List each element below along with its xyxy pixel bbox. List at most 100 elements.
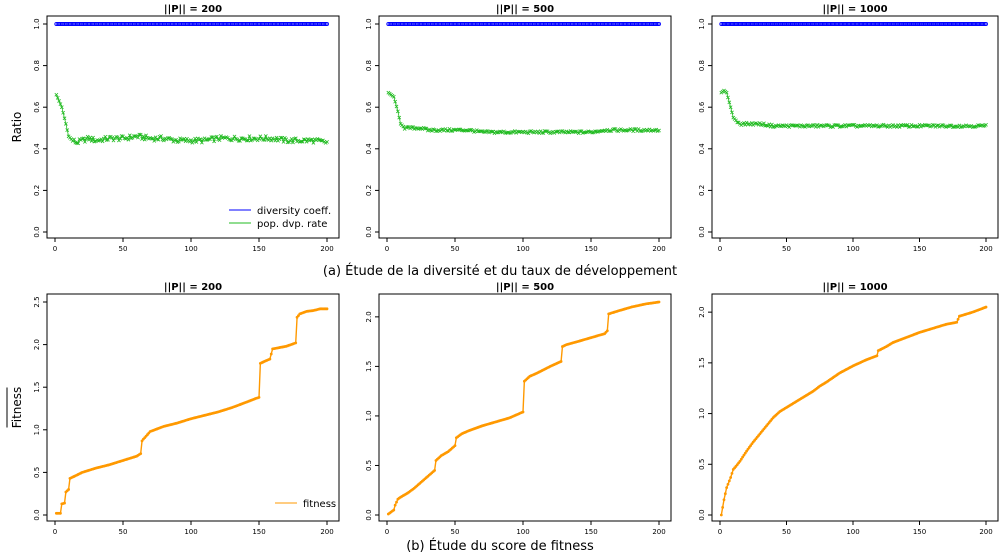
diversity-point bbox=[866, 21, 871, 26]
diversity-point bbox=[164, 21, 169, 26]
chart-title: ||P|| = 500 bbox=[496, 4, 554, 15]
diversity-point bbox=[150, 21, 155, 26]
diversity-point bbox=[239, 21, 244, 26]
y-tick-label: 1.0 bbox=[33, 424, 41, 435]
diversity-point bbox=[964, 21, 969, 26]
series-dvp-rate bbox=[54, 92, 329, 146]
diversity-point bbox=[467, 21, 472, 26]
diversity-point bbox=[741, 21, 746, 26]
diversity-point bbox=[795, 21, 800, 26]
dvp-rate-point bbox=[137, 132, 142, 137]
series-dvp-rate bbox=[386, 90, 661, 136]
dvp-rate-point bbox=[750, 121, 754, 125]
diversity-point bbox=[190, 21, 195, 26]
diversity-point bbox=[910, 21, 915, 26]
fitness-point bbox=[719, 513, 723, 517]
x-tick-label: 0 bbox=[53, 528, 57, 536]
dvp-rate-point bbox=[632, 127, 637, 131]
fitness-point bbox=[739, 457, 743, 461]
diversity-point bbox=[900, 21, 905, 26]
diversity-point bbox=[171, 21, 176, 26]
diversity-point bbox=[292, 21, 297, 26]
diversity-point bbox=[209, 21, 214, 26]
diversity-point bbox=[981, 21, 986, 26]
diversity-point bbox=[533, 21, 538, 26]
diversity-point bbox=[203, 21, 208, 26]
diversity-point bbox=[323, 21, 328, 26]
diversity-point bbox=[88, 21, 93, 26]
diversity-point bbox=[406, 21, 411, 26]
dvp-rate-point bbox=[945, 124, 950, 129]
diversity-point bbox=[427, 21, 432, 26]
diversity-point bbox=[808, 21, 813, 26]
dvp-rate-point bbox=[953, 124, 958, 129]
diversity-point bbox=[535, 21, 540, 26]
diversity-point bbox=[928, 21, 933, 26]
diversity-point bbox=[841, 21, 846, 26]
diversity-point bbox=[133, 21, 138, 26]
diversity-point bbox=[898, 21, 903, 26]
diversity-point bbox=[186, 21, 191, 26]
diversity-point bbox=[824, 21, 829, 26]
diversity-point bbox=[274, 21, 279, 26]
diversity-point bbox=[813, 21, 818, 26]
dvp-rate-point bbox=[950, 125, 955, 130]
diversity-point bbox=[625, 21, 630, 26]
diversity-point bbox=[104, 21, 109, 26]
diversity-point bbox=[428, 21, 433, 26]
diversity-point bbox=[780, 21, 785, 26]
diversity-point bbox=[420, 21, 425, 26]
dvp-rate-point bbox=[278, 135, 283, 140]
diversity-point bbox=[823, 21, 828, 26]
plot-area bbox=[54, 21, 329, 146]
diversity-point bbox=[240, 21, 245, 26]
diversity-point bbox=[984, 21, 989, 26]
diversity-point bbox=[61, 21, 66, 26]
diversity-point bbox=[273, 21, 278, 26]
chart-title: ||P|| = 200 bbox=[164, 4, 222, 15]
dvp-rate-point bbox=[284, 137, 289, 142]
diversity-point bbox=[901, 21, 906, 26]
diversity-point bbox=[752, 21, 757, 26]
diversity-point bbox=[917, 21, 922, 26]
diversity-point bbox=[221, 21, 226, 26]
diversity-point bbox=[874, 21, 879, 26]
fitness-point bbox=[433, 469, 436, 472]
diversity-point bbox=[82, 21, 87, 26]
dvp-rate-point bbox=[413, 126, 418, 130]
diversity-point bbox=[612, 21, 617, 26]
x-tick-label: 100 bbox=[846, 245, 859, 253]
dvp-rate-point bbox=[517, 129, 521, 134]
diversity-point bbox=[267, 21, 272, 26]
dvp-rate-point bbox=[141, 134, 146, 139]
dvp-rate-point bbox=[593, 129, 597, 134]
diversity-point bbox=[529, 21, 534, 26]
diversity-point bbox=[946, 21, 951, 26]
diversity-point bbox=[485, 21, 490, 26]
fitness-point bbox=[657, 300, 661, 304]
diversity-point bbox=[174, 21, 179, 26]
diversity-point bbox=[399, 21, 404, 26]
diversity-point bbox=[316, 21, 321, 26]
diversity-point bbox=[530, 21, 535, 26]
diversity-point bbox=[877, 21, 882, 26]
diversity-point bbox=[66, 21, 71, 26]
diversity-point bbox=[87, 21, 92, 26]
diversity-point bbox=[639, 21, 644, 26]
diversity-point bbox=[729, 21, 734, 26]
y-tick-label: 1.0 bbox=[365, 410, 373, 421]
plot-frame bbox=[378, 15, 672, 239]
diversity-point bbox=[501, 21, 506, 26]
diversity-point bbox=[217, 21, 222, 26]
diversity-point bbox=[953, 21, 958, 26]
dvp-rate-point bbox=[269, 138, 274, 143]
diversity-point bbox=[116, 21, 121, 26]
diversity-point bbox=[952, 21, 957, 26]
dvp-rate-point bbox=[133, 134, 138, 138]
y-tick-label: 1.5 bbox=[365, 361, 373, 372]
diversity-point bbox=[222, 21, 227, 26]
diversity-point bbox=[92, 21, 97, 26]
diversity-point bbox=[748, 21, 753, 26]
diversity-point bbox=[569, 21, 574, 26]
diversity-point bbox=[295, 21, 300, 26]
